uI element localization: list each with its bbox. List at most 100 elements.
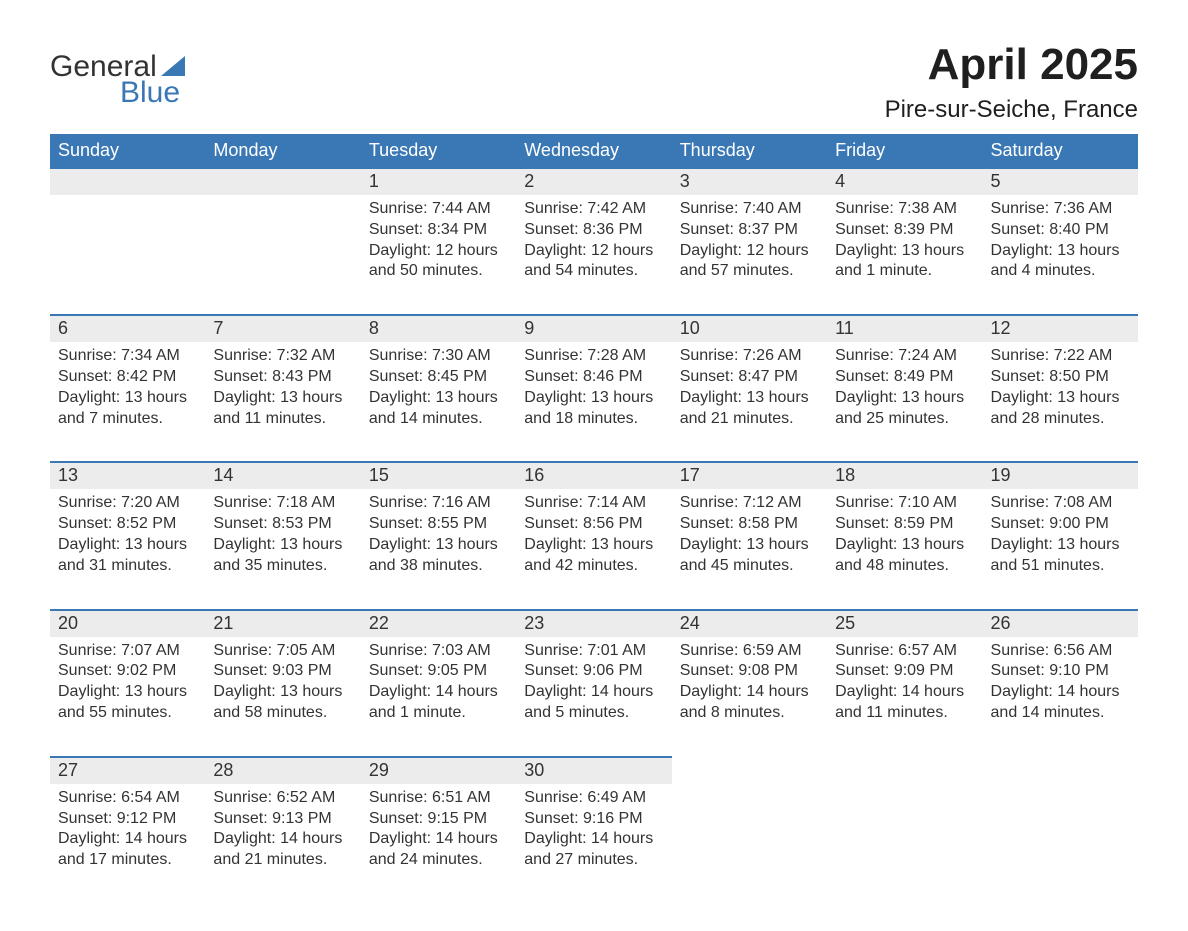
day-number-cell: 8 [361, 315, 516, 342]
day-details-cell [827, 784, 982, 891]
sunrise-text: Sunrise: 7:08 AM [991, 493, 1130, 514]
day-details-cell: Sunrise: 7:22 AMSunset: 8:50 PMDaylight:… [983, 342, 1138, 462]
day-number-cell: 25 [827, 610, 982, 637]
day1-text: Daylight: 13 hours [58, 388, 197, 409]
day1-text: Daylight: 13 hours [991, 241, 1130, 262]
sunset-text: Sunset: 8:40 PM [991, 220, 1130, 241]
day-number-cell: 11 [827, 315, 982, 342]
sunset-text: Sunset: 8:46 PM [524, 367, 663, 388]
day1-text: Daylight: 13 hours [991, 388, 1130, 409]
day1-text: Daylight: 13 hours [213, 388, 352, 409]
day-number-cell: 2 [516, 168, 671, 195]
site-logo: General Blue [50, 50, 185, 110]
day2-text: and 11 minutes. [835, 703, 974, 724]
sunset-text: Sunset: 8:37 PM [680, 220, 819, 241]
sunset-text: Sunset: 8:45 PM [369, 367, 508, 388]
daynum-row: 20212223242526 [50, 610, 1138, 637]
day2-text: and 1 minute. [835, 261, 974, 282]
day1-text: Daylight: 14 hours [369, 682, 508, 703]
day-details-cell: Sunrise: 7:14 AMSunset: 8:56 PMDaylight:… [516, 489, 671, 609]
sunrise-text: Sunrise: 7:07 AM [58, 641, 197, 662]
sunrise-text: Sunrise: 7:18 AM [213, 493, 352, 514]
weekday-header: Friday [827, 134, 982, 168]
day2-text: and 38 minutes. [369, 556, 508, 577]
sunrise-text: Sunrise: 6:51 AM [369, 788, 508, 809]
sunrise-text: Sunrise: 7:05 AM [213, 641, 352, 662]
day-number-cell: 29 [361, 757, 516, 784]
sunrise-text: Sunrise: 7:22 AM [991, 346, 1130, 367]
day-details-cell [983, 784, 1138, 891]
sunrise-text: Sunrise: 7:14 AM [524, 493, 663, 514]
day-details-cell: Sunrise: 6:57 AMSunset: 9:09 PMDaylight:… [827, 637, 982, 757]
day2-text: and 48 minutes. [835, 556, 974, 577]
day2-text: and 14 minutes. [991, 703, 1130, 724]
day2-text: and 21 minutes. [213, 850, 352, 871]
sunrise-text: Sunrise: 6:52 AM [213, 788, 352, 809]
day2-text: and 57 minutes. [680, 261, 819, 282]
day-details-cell: Sunrise: 7:40 AMSunset: 8:37 PMDaylight:… [672, 195, 827, 315]
day-details-cell: Sunrise: 7:28 AMSunset: 8:46 PMDaylight:… [516, 342, 671, 462]
day-details-cell: Sunrise: 7:36 AMSunset: 8:40 PMDaylight:… [983, 195, 1138, 315]
day-number-cell: 14 [205, 462, 360, 489]
day2-text: and 7 minutes. [58, 409, 197, 430]
day2-text: and 18 minutes. [524, 409, 663, 430]
day1-text: Daylight: 13 hours [835, 388, 974, 409]
day-number-cell: 15 [361, 462, 516, 489]
day2-text: and 58 minutes. [213, 703, 352, 724]
day1-text: Daylight: 14 hours [369, 829, 508, 850]
day-number-cell: 5 [983, 168, 1138, 195]
details-row: Sunrise: 7:20 AMSunset: 8:52 PMDaylight:… [50, 489, 1138, 609]
day-number-cell: 6 [50, 315, 205, 342]
daynum-row: 13141516171819 [50, 462, 1138, 489]
day1-text: Daylight: 12 hours [680, 241, 819, 262]
sunset-text: Sunset: 9:15 PM [369, 809, 508, 830]
day-details-cell: Sunrise: 7:34 AMSunset: 8:42 PMDaylight:… [50, 342, 205, 462]
day2-text: and 45 minutes. [680, 556, 819, 577]
sunrise-text: Sunrise: 7:34 AM [58, 346, 197, 367]
sunset-text: Sunset: 8:42 PM [58, 367, 197, 388]
day-details-cell: Sunrise: 7:20 AMSunset: 8:52 PMDaylight:… [50, 489, 205, 609]
day-details-cell: Sunrise: 7:24 AMSunset: 8:49 PMDaylight:… [827, 342, 982, 462]
weekday-header: Wednesday [516, 134, 671, 168]
day1-text: Daylight: 14 hours [835, 682, 974, 703]
day-details-cell: Sunrise: 6:51 AMSunset: 9:15 PMDaylight:… [361, 784, 516, 891]
sunset-text: Sunset: 8:36 PM [524, 220, 663, 241]
month-title: April 2025 [885, 40, 1138, 90]
day1-text: Daylight: 13 hours [213, 682, 352, 703]
sunset-text: Sunset: 8:59 PM [835, 514, 974, 535]
calendar-page: General Blue April 2025 Pire-sur-Seiche,… [0, 0, 1188, 931]
day-number-cell: 23 [516, 610, 671, 637]
sunset-text: Sunset: 8:53 PM [213, 514, 352, 535]
sunrise-text: Sunrise: 6:49 AM [524, 788, 663, 809]
sunrise-text: Sunrise: 6:54 AM [58, 788, 197, 809]
sunset-text: Sunset: 9:10 PM [991, 661, 1130, 682]
day1-text: Daylight: 13 hours [991, 535, 1130, 556]
daynum-row: 6789101112 [50, 315, 1138, 342]
day-details-cell: Sunrise: 6:52 AMSunset: 9:13 PMDaylight:… [205, 784, 360, 891]
day1-text: Daylight: 13 hours [58, 535, 197, 556]
day-details-cell: Sunrise: 7:12 AMSunset: 8:58 PMDaylight:… [672, 489, 827, 609]
calendar-table: Sunday Monday Tuesday Wednesday Thursday… [50, 134, 1138, 891]
day1-text: Daylight: 13 hours [524, 535, 663, 556]
day-number-cell: 12 [983, 315, 1138, 342]
daynum-row: 12345 [50, 168, 1138, 195]
day-details-cell: Sunrise: 7:18 AMSunset: 8:53 PMDaylight:… [205, 489, 360, 609]
weekday-header-row: Sunday Monday Tuesday Wednesday Thursday… [50, 134, 1138, 168]
day1-text: Daylight: 13 hours [58, 682, 197, 703]
day-details-cell: Sunrise: 7:10 AMSunset: 8:59 PMDaylight:… [827, 489, 982, 609]
day-details-cell: Sunrise: 7:38 AMSunset: 8:39 PMDaylight:… [827, 195, 982, 315]
day2-text: and 28 minutes. [991, 409, 1130, 430]
details-row: Sunrise: 7:44 AMSunset: 8:34 PMDaylight:… [50, 195, 1138, 315]
sunrise-text: Sunrise: 7:40 AM [680, 199, 819, 220]
sunset-text: Sunset: 8:55 PM [369, 514, 508, 535]
sunset-text: Sunset: 9:06 PM [524, 661, 663, 682]
sunrise-text: Sunrise: 6:59 AM [680, 641, 819, 662]
day-details-cell: Sunrise: 6:54 AMSunset: 9:12 PMDaylight:… [50, 784, 205, 891]
day2-text: and 17 minutes. [58, 850, 197, 871]
day-number-cell: 16 [516, 462, 671, 489]
sunset-text: Sunset: 9:16 PM [524, 809, 663, 830]
sunrise-text: Sunrise: 7:01 AM [524, 641, 663, 662]
sunrise-text: Sunrise: 7:24 AM [835, 346, 974, 367]
day-number-cell: 10 [672, 315, 827, 342]
day1-text: Daylight: 13 hours [835, 241, 974, 262]
